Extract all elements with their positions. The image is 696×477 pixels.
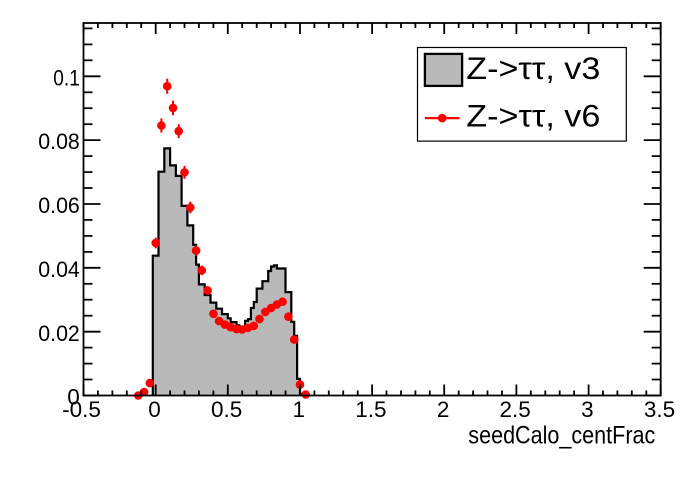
svg-text:Z->ττ, v3: Z->ττ, v3 — [466, 50, 600, 86]
svg-text:1.5: 1.5 — [355, 397, 386, 422]
svg-text:3: 3 — [581, 397, 594, 422]
svg-text:0.5: 0.5 — [211, 397, 242, 422]
svg-text:3.5: 3.5 — [644, 397, 675, 422]
svg-text:0.04: 0.04 — [38, 257, 80, 282]
svg-text:0: 0 — [67, 385, 80, 410]
svg-text:0.08: 0.08 — [38, 129, 80, 154]
svg-text:-0.5: -0.5 — [62, 397, 101, 422]
svg-text:2: 2 — [437, 397, 450, 422]
svg-text:0.06: 0.06 — [38, 193, 80, 218]
svg-text:0: 0 — [148, 397, 161, 422]
svg-text:0.02: 0.02 — [38, 321, 80, 346]
svg-text:seedCalo_centFrac: seedCalo_centFrac — [468, 421, 655, 449]
svg-text:1: 1 — [292, 397, 305, 422]
svg-text:2.5: 2.5 — [500, 397, 531, 422]
svg-text:Z->ττ, v6: Z->ττ, v6 — [466, 97, 600, 133]
svg-text:0.1: 0.1 — [53, 65, 80, 90]
